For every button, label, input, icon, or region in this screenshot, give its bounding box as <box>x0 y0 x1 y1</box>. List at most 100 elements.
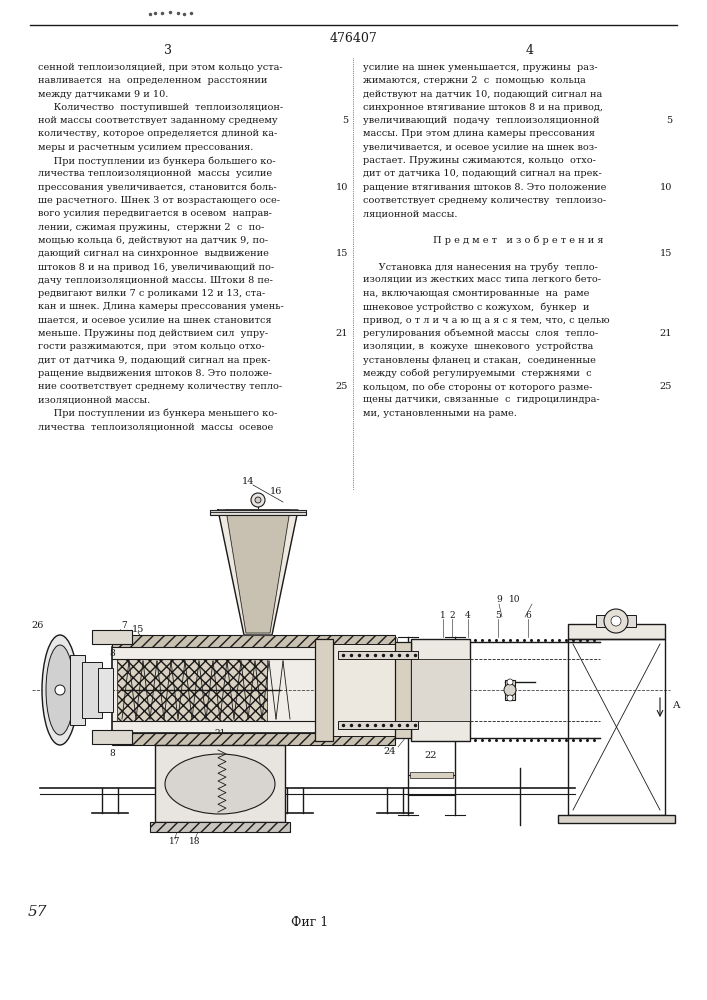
Text: 10: 10 <box>509 594 521 603</box>
Text: 22: 22 <box>425 750 437 760</box>
Text: массы. При этом длина камеры прессования: массы. При этом длина камеры прессования <box>363 129 595 138</box>
Text: 8: 8 <box>109 750 115 758</box>
Text: дающий сигнал на синхронное  выдвижение: дающий сигнал на синхронное выдвижение <box>38 249 269 258</box>
Text: лении, сжимая пружины,  стержни 2  с  по-: лении, сжимая пружины, стержни 2 с по- <box>38 223 264 232</box>
Text: кольцом, по обе стороны от которого разме-: кольцом, по обе стороны от которого разм… <box>363 382 592 392</box>
Text: 6: 6 <box>525 610 531 619</box>
Bar <box>411 659 470 721</box>
Text: шнековое устройство с кожухом,  бункер  и: шнековое устройство с кожухом, бункер и <box>363 302 590 312</box>
Bar <box>30 495 677 935</box>
Text: ной массы соответствует заданному среднему: ной массы соответствует заданному средне… <box>38 116 278 125</box>
Text: штоков 8 и на привод 16, увеличивающий по-: штоков 8 и на привод 16, увеличивающий п… <box>38 262 274 271</box>
Text: изоляционной массы.: изоляционной массы. <box>38 395 151 404</box>
Bar <box>210 510 306 512</box>
Bar <box>568 624 665 639</box>
Text: кан и шнек. Длина камеры прессования умень-: кан и шнек. Длина камеры прессования уме… <box>38 302 284 311</box>
Text: изоляции, в  кожухе  шнекового  устройства: изоляции, в кожухе шнекового устройства <box>363 342 593 351</box>
Text: 14: 14 <box>242 478 255 487</box>
Text: увеличивается, и осевое усилие на шнек воз-: увеличивается, и осевое усилие на шнек в… <box>363 143 597 152</box>
Text: щены датчики, связанные  с  гидроцилиндра-: щены датчики, связанные с гидроцилиндра- <box>363 395 600 404</box>
Text: 16: 16 <box>270 488 282 496</box>
Text: 24: 24 <box>384 746 396 756</box>
Text: 2: 2 <box>449 610 455 619</box>
Text: 3: 3 <box>164 43 172 56</box>
Text: 26: 26 <box>32 620 44 630</box>
Text: прессования увеличивается, становится боль-: прессования увеличивается, становится бо… <box>38 183 276 192</box>
Text: личества теплоизоляционной  массы  усилие: личества теплоизоляционной массы усилие <box>38 169 272 178</box>
Text: редвигают вилки 7 с роликами 12 и 13, ста-: редвигают вилки 7 с роликами 12 и 13, ст… <box>38 289 265 298</box>
Text: дачу теплоизоляционной массы. Штоки 8 пе-: дачу теплоизоляционной массы. Штоки 8 пе… <box>38 276 273 285</box>
Circle shape <box>251 493 265 507</box>
Text: 21: 21 <box>336 329 348 338</box>
Text: усилие на шнек уменьшается, пружины  раз-: усилие на шнек уменьшается, пружины раз- <box>363 63 597 72</box>
Text: При поступлении из бункера большего ко-: При поступлении из бункера большего ко- <box>38 156 276 166</box>
Bar <box>112 635 395 647</box>
Text: 19: 19 <box>373 637 384 646</box>
Bar <box>98 668 113 712</box>
Text: 9: 9 <box>496 594 502 603</box>
Text: на, включающая смонтированные  на  раме: на, включающая смонтированные на раме <box>363 289 590 298</box>
Text: При поступлении из бункера меньшего ко-: При поступлении из бункера меньшего ко- <box>38 409 277 418</box>
Bar <box>558 815 675 823</box>
Text: привод, о т л и ч а ю щ а я с я тем, что, с целью: привод, о т л и ч а ю щ а я с я тем, что… <box>363 316 609 325</box>
Text: 20: 20 <box>387 637 399 646</box>
Bar <box>333 644 395 736</box>
Text: 17: 17 <box>169 838 181 846</box>
Text: 25: 25 <box>336 382 348 391</box>
Bar <box>338 721 418 729</box>
Text: увеличивающий  подачу  теплоизоляционной: увеличивающий подачу теплоизоляционной <box>363 116 600 125</box>
Circle shape <box>255 497 261 503</box>
Bar <box>596 615 636 627</box>
Text: меры и расчетным усилием прессования.: меры и расчетным усилием прессования. <box>38 143 253 152</box>
Circle shape <box>611 616 621 626</box>
Text: ше расчетного. Шнек 3 от возрастающего осе-: ше расчетного. Шнек 3 от возрастающего о… <box>38 196 280 205</box>
Text: навливается  на  определенном  расстоянии: навливается на определенном расстоянии <box>38 76 267 85</box>
Text: сенной теплоизоляцией, при этом кольцо уста-: сенной теплоизоляцией, при этом кольцо у… <box>38 63 283 72</box>
Text: растает. Пружины сжимаются, кольцо  отхо-: растает. Пружины сжимаются, кольцо отхо- <box>363 156 596 165</box>
Text: соответствует среднему количеству  теплоизо-: соответствует среднему количеству теплои… <box>363 196 606 205</box>
Bar <box>117 659 267 721</box>
Text: вого усилия передвигается в осевом  направ-: вого усилия передвигается в осевом напра… <box>38 209 272 218</box>
Text: 476407: 476407 <box>329 32 377 45</box>
Text: 25: 25 <box>660 382 672 391</box>
Bar <box>82 662 102 718</box>
Text: 1: 1 <box>440 610 446 619</box>
Text: 7: 7 <box>121 620 127 630</box>
Circle shape <box>507 679 513 685</box>
Bar <box>568 639 665 815</box>
Bar <box>410 772 453 778</box>
Circle shape <box>504 684 516 696</box>
Text: 25: 25 <box>250 746 261 756</box>
Text: Количество  поступившей  теплоизоляцион-: Количество поступившей теплоизоляцион- <box>38 103 283 112</box>
Text: дит от датчика 9, подающий сигнал на прек-: дит от датчика 9, подающий сигнал на пре… <box>38 356 271 365</box>
Circle shape <box>604 609 628 633</box>
Text: гости разжимаются, при  этом кольцо отхо-: гости разжимаются, при этом кольцо отхо- <box>38 342 264 351</box>
Ellipse shape <box>46 645 74 735</box>
Text: 57: 57 <box>28 905 47 919</box>
Text: меньше. Пружины под действием сил  упру-: меньше. Пружины под действием сил упру- <box>38 329 268 338</box>
Bar <box>395 642 411 738</box>
Text: мощью кольца 6, действуют на датчик 9, по-: мощью кольца 6, действуют на датчик 9, п… <box>38 236 268 245</box>
Text: Фиг 1: Фиг 1 <box>291 916 329 928</box>
Text: 10: 10 <box>660 183 672 192</box>
Text: ращение втягивания штоков 8. Это положение: ращение втягивания штоков 8. Это положен… <box>363 183 607 192</box>
Ellipse shape <box>42 635 78 745</box>
Text: регулирования объемной массы  слоя  тепло-: регулирования объемной массы слоя тепло- <box>363 329 598 338</box>
Bar <box>150 822 290 832</box>
Text: личества  теплоизоляционной  массы  осевое: личества теплоизоляционной массы осевое <box>38 422 273 431</box>
Polygon shape <box>218 510 298 635</box>
Text: между датчиками 9 и 10.: между датчиками 9 и 10. <box>38 90 168 99</box>
Bar <box>155 745 285 822</box>
Text: 5: 5 <box>495 610 501 619</box>
Text: синхронное втягивание штоков 8 и на привод,: синхронное втягивание штоков 8 и на прив… <box>363 103 603 112</box>
Text: количеству, которое определяется длиной ка-: количеству, которое определяется длиной … <box>38 129 277 138</box>
Text: 18: 18 <box>189 838 201 846</box>
Text: 15: 15 <box>132 624 144 634</box>
Bar <box>411 639 470 741</box>
Text: действуют на датчик 10, подающий сигнал на: действуют на датчик 10, подающий сигнал … <box>363 90 602 99</box>
Text: 21: 21 <box>660 329 672 338</box>
Text: ращение выдвижения штоков 8. Это положе-: ращение выдвижения штоков 8. Это положе- <box>38 369 272 378</box>
Text: 4: 4 <box>465 610 471 619</box>
Circle shape <box>55 685 65 695</box>
Text: изоляции из жестких масс типа легкого бето-: изоляции из жестких масс типа легкого бе… <box>363 276 601 285</box>
